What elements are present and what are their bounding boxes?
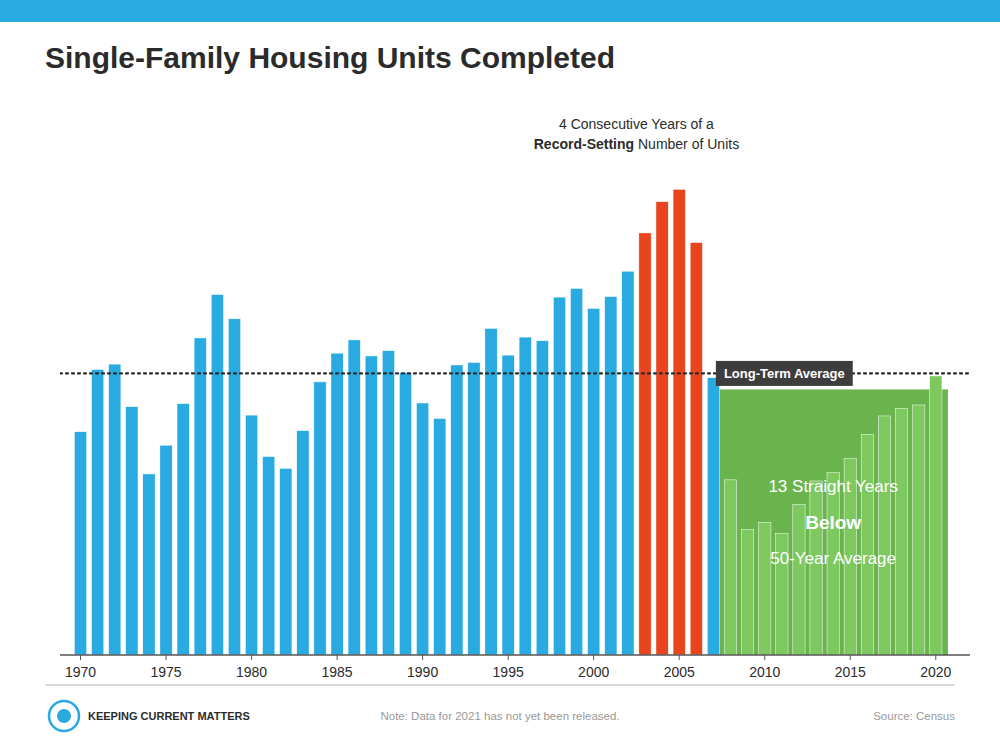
average-label: Long-Term Average — [724, 366, 845, 381]
bar — [109, 364, 121, 655]
highlight-region — [718, 389, 948, 655]
tick-mark — [764, 655, 765, 660]
bar — [724, 480, 736, 655]
bar — [211, 295, 223, 655]
bar — [451, 365, 463, 655]
axis-line — [60, 654, 970, 656]
bar — [365, 356, 377, 655]
tick-label: 1995 — [493, 664, 524, 680]
bar — [690, 242, 702, 655]
bar — [297, 431, 309, 655]
bar — [930, 376, 942, 655]
annotation: Number of Units — [634, 136, 739, 152]
bar — [895, 408, 907, 655]
bar — [160, 445, 172, 655]
bar — [741, 530, 753, 655]
bar — [810, 481, 822, 655]
bar — [468, 362, 480, 655]
bar — [280, 468, 292, 655]
tick-label: 1970 — [65, 664, 96, 680]
tick-label: 1990 — [407, 664, 438, 680]
logo-ring — [49, 701, 79, 731]
annotation: 13 Straight Years — [768, 477, 897, 496]
bar — [570, 288, 582, 655]
bar — [519, 337, 531, 655]
x-axis: 1970 1975 1980 1985 1990 1995 2000 2005 2010 2015… — [60, 655, 970, 680]
tick-mark — [679, 655, 680, 660]
tick-mark — [337, 655, 338, 660]
bar — [263, 456, 275, 655]
bar — [143, 474, 155, 655]
tick-label: 2000 — [578, 664, 609, 680]
bar — [382, 351, 394, 655]
tick-label: 2005 — [664, 664, 695, 680]
annotation: Below — [805, 512, 861, 533]
brand: KEEPING CURRENT MATTERS — [88, 710, 250, 722]
bar — [656, 202, 668, 655]
bar — [91, 369, 103, 655]
bar — [793, 504, 805, 655]
bar — [434, 418, 446, 655]
tick-label: 2020 — [920, 664, 951, 680]
bar — [707, 378, 719, 655]
tick-label: 1980 — [236, 664, 267, 680]
tick-mark — [422, 655, 423, 660]
bar — [588, 308, 600, 655]
bar — [228, 319, 240, 655]
bar — [605, 297, 617, 655]
bar — [759, 522, 771, 655]
tick-mark — [508, 655, 509, 660]
bar — [194, 338, 206, 655]
source: Source: Census — [873, 710, 955, 722]
bar — [177, 404, 189, 655]
tick-label: 1975 — [150, 664, 181, 680]
bar — [314, 382, 326, 655]
bar — [245, 415, 257, 655]
bar — [348, 340, 360, 655]
bar — [502, 355, 514, 655]
bar — [553, 297, 565, 655]
bar — [622, 271, 634, 655]
tick-label: 2015 — [835, 664, 866, 680]
footer-separator — [45, 684, 955, 686]
title: Single-Family Housing Units Completed — [45, 41, 615, 74]
chart: Single-Family Housing Units Completed Lon… — [0, 0, 1000, 750]
logo-dot — [57, 709, 71, 723]
bar — [399, 373, 411, 655]
tick-mark — [593, 655, 594, 660]
footer-note: Note: Data for 2021 has not yet been rel… — [380, 710, 619, 722]
bar — [913, 405, 925, 655]
bar — [639, 233, 651, 655]
top-stripe — [0, 0, 1000, 22]
bar — [74, 432, 86, 655]
tick-label: 2010 — [749, 664, 780, 680]
annotation-line: Record-Setting Number of Units — [534, 136, 739, 152]
bar — [673, 189, 685, 655]
bar — [878, 416, 890, 655]
bar — [485, 328, 497, 655]
tick-mark — [251, 655, 252, 660]
plot-area — [60, 189, 970, 655]
tick-mark — [850, 655, 851, 660]
annotation: 50-Year Average — [770, 549, 896, 568]
tick-mark — [935, 655, 936, 660]
bar — [861, 435, 873, 655]
bar — [416, 403, 428, 655]
tick-mark — [166, 655, 167, 660]
average-label-box — [716, 361, 853, 386]
bar — [331, 353, 343, 655]
bar — [536, 341, 548, 655]
tick-mark — [80, 655, 81, 660]
bar — [126, 407, 138, 655]
tick-label: 1985 — [322, 664, 353, 680]
annotation: Record-Setting — [534, 136, 634, 152]
background — [0, 0, 1000, 750]
annotation: 4 Consecutive Years of a — [559, 116, 714, 132]
average-label-group: Long-Term Average — [716, 361, 853, 386]
